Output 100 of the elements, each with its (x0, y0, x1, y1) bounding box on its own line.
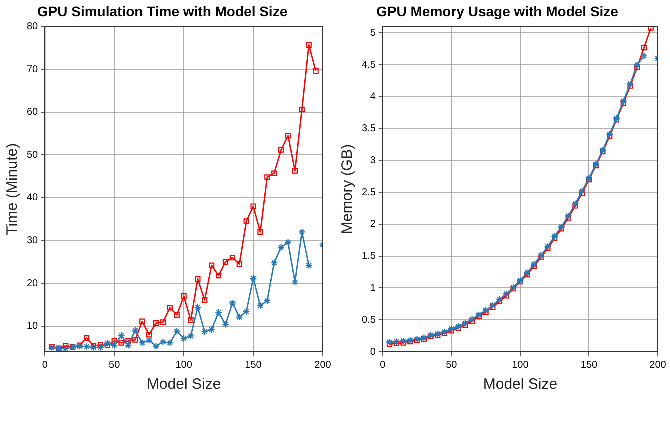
point (222, 259, 229, 265)
x-axis-title: Model Size (483, 376, 558, 394)
point (454, 322, 462, 330)
point (626, 80, 634, 88)
point (187, 332, 195, 340)
y-tick-label: 4.5 (362, 60, 376, 71)
point (124, 342, 132, 350)
point (482, 306, 490, 314)
point (90, 344, 98, 352)
point (386, 338, 394, 346)
point (606, 130, 614, 138)
point (110, 342, 118, 350)
x-tick-label: 150 (245, 360, 262, 371)
x-tick-label: 0 (380, 360, 386, 371)
point (462, 320, 470, 328)
point (270, 259, 278, 267)
point (188, 318, 194, 324)
y-tick-label: 1 (370, 282, 376, 294)
point (166, 339, 174, 347)
point (181, 294, 187, 300)
point (292, 168, 298, 174)
point (195, 276, 201, 282)
point (222, 320, 230, 328)
y-tick-label: 70 (27, 64, 39, 76)
point (84, 335, 90, 342)
point (614, 117, 620, 123)
point (620, 100, 626, 106)
point (118, 332, 126, 340)
x-tick-label: 150 (580, 360, 598, 371)
y-tick-label: 80 (27, 22, 39, 33)
point (173, 328, 181, 336)
point (298, 228, 306, 236)
point (194, 304, 202, 312)
point (531, 264, 538, 270)
point (264, 297, 272, 305)
point (208, 326, 216, 334)
point (83, 343, 91, 351)
point (160, 320, 166, 326)
x-tick-label: 100 (176, 360, 193, 371)
point (299, 107, 305, 113)
point (152, 342, 160, 350)
y-tick-label: 3.5 (362, 124, 376, 135)
point (585, 174, 593, 182)
point (272, 170, 278, 176)
point (564, 212, 572, 220)
point (313, 68, 319, 74)
point (285, 133, 292, 139)
point (209, 262, 215, 268)
y-tick-label: 4 (370, 92, 376, 103)
point (236, 314, 244, 322)
y-tick-label: 0 (370, 346, 376, 358)
point (386, 342, 393, 348)
point (634, 61, 642, 69)
point (441, 328, 449, 336)
point (291, 278, 299, 286)
point (244, 218, 250, 224)
point (612, 114, 620, 122)
y-axis-title: Memory (GB) (339, 144, 356, 234)
point (278, 147, 284, 153)
chart-title: GPU Memory Usage with Model Size (376, 3, 619, 20)
point (414, 335, 422, 343)
point (62, 345, 70, 352)
x-tick-label: 100 (512, 360, 530, 371)
point (174, 312, 180, 318)
y-tick-label: 5 (370, 28, 376, 39)
point (153, 320, 160, 326)
x-axis-title: Model Size (146, 376, 222, 394)
x-tick-label: 0 (42, 360, 48, 371)
point (138, 339, 146, 347)
point (641, 45, 648, 51)
y-tick-label: 40 (27, 192, 39, 204)
point (468, 316, 476, 324)
point (305, 262, 313, 270)
x-tick-label: 200 (314, 360, 332, 371)
y-tick-label: 2.5 (362, 187, 376, 198)
y-tick-label: 60 (27, 107, 39, 118)
point (558, 223, 566, 231)
point (132, 337, 138, 343)
y-axis-title: Time (Minute) (4, 143, 22, 236)
point (250, 204, 256, 210)
y-tick-label: 20 (27, 278, 39, 290)
point (394, 340, 400, 347)
y-tick-label: 0.5 (362, 314, 376, 326)
point (230, 255, 236, 261)
point (256, 302, 264, 310)
point (146, 332, 152, 338)
point (140, 318, 146, 324)
point (228, 299, 236, 307)
y-tick-label: 10 (27, 321, 39, 332)
point (201, 328, 209, 336)
point (400, 340, 406, 346)
point (258, 229, 264, 235)
point (250, 274, 258, 282)
point (90, 343, 97, 349)
point (284, 238, 292, 246)
y-tick-label: 2 (370, 219, 376, 230)
point (264, 174, 270, 180)
y-tick-label: 1.5 (362, 251, 376, 262)
y-tick-label: 30 (27, 235, 39, 246)
x-tick-label: 50 (109, 360, 121, 371)
